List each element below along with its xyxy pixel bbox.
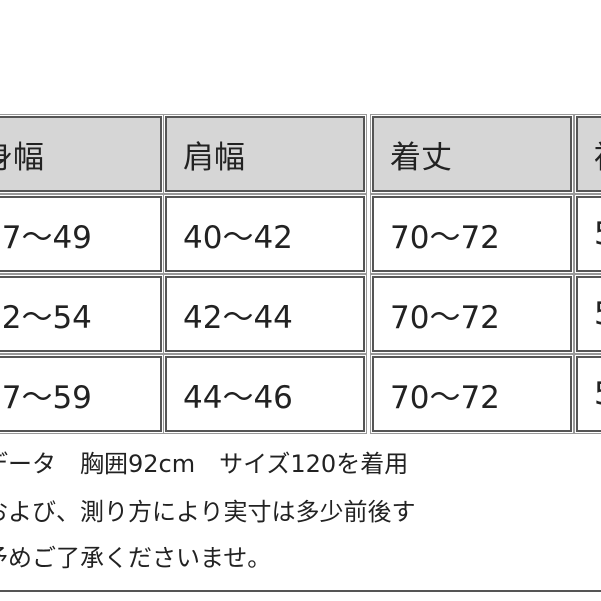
note-line: データ 胸囲92cm サイズ120を着用 [0,450,409,478]
table-cell: 47〜49 [0,194,164,274]
table-cell: 5 [574,274,601,354]
table-cell: 70〜72 [370,194,574,274]
table-cell: 70〜72 [370,274,574,354]
table-cell: 40〜42 [163,194,367,274]
table-cell: 42〜44 [163,274,367,354]
header-cell: 身幅 [0,114,164,194]
note-line: および、測り方により実寸は多少前後す [0,498,416,526]
table-cell: 44〜46 [163,354,367,434]
table-cell: 52〜54 [0,274,164,354]
header-cell: 袖 [574,114,601,194]
header-cell: 着丈 [370,114,574,194]
note-line: 予めご了承くださいませ。 [0,544,272,572]
table-cell: 5 [574,194,601,274]
table-cell: 5 [574,354,601,434]
note-box: データ 胸囲92cm サイズ120を着用 および、測り方により実寸は多少前後す … [0,434,601,592]
header-cell: 肩幅 [163,114,367,194]
table-cell: 70〜72 [370,354,574,434]
table-cell: 57〜59 [0,354,164,434]
